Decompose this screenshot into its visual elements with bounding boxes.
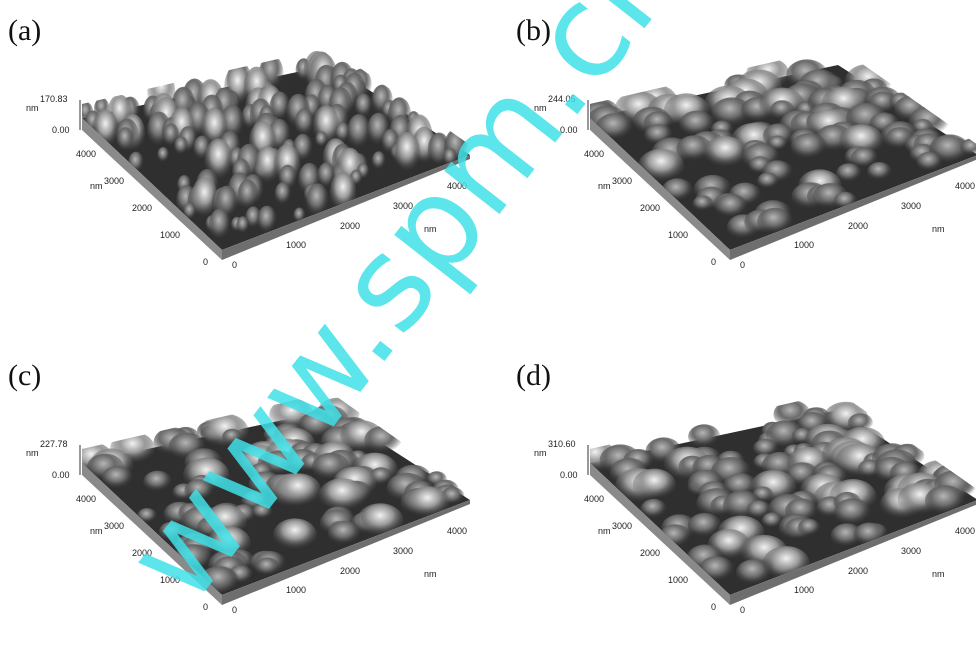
y-tick-label: 3000 bbox=[104, 176, 124, 186]
surface-bump bbox=[236, 216, 249, 234]
y-unit: nm bbox=[598, 181, 611, 191]
x-tick-label: 3000 bbox=[901, 201, 921, 211]
x-tick-label: 4000 bbox=[955, 181, 975, 191]
y-tick-label: 2000 bbox=[132, 203, 152, 213]
surface-bump bbox=[757, 172, 779, 189]
panel-label: (c) bbox=[8, 359, 41, 392]
y-tick-label: 3000 bbox=[612, 521, 632, 531]
x-tick-label: 1000 bbox=[286, 585, 306, 595]
surface-bump bbox=[633, 469, 676, 501]
surface-bump bbox=[834, 498, 872, 527]
z-unit: nm bbox=[26, 103, 39, 113]
surface-bump bbox=[693, 195, 714, 212]
surface-bump bbox=[791, 133, 828, 161]
surface-bump bbox=[174, 136, 188, 156]
surface-bump bbox=[117, 127, 134, 152]
y-tick-label: 0 bbox=[711, 602, 716, 612]
y-tick-label: 4000 bbox=[76, 149, 96, 159]
x-tick-label: 1000 bbox=[286, 240, 306, 250]
surface bbox=[573, 400, 976, 595]
y-tick-label: 1000 bbox=[668, 575, 688, 585]
x-tick-label: 2000 bbox=[340, 566, 360, 576]
x-tick-label: 0 bbox=[740, 605, 745, 615]
surface-bump bbox=[275, 182, 292, 206]
x-tick-label: 0 bbox=[232, 260, 237, 270]
x-tick-label: 0 bbox=[740, 260, 745, 270]
x-tick-label: 3000 bbox=[901, 546, 921, 556]
x-tick-label: 2000 bbox=[848, 566, 868, 576]
surface bbox=[580, 58, 976, 250]
x-tick-label: 0 bbox=[232, 605, 237, 615]
surface-bump bbox=[704, 136, 747, 169]
y-tick-label: 2000 bbox=[640, 203, 660, 213]
x-tick-label: 4000 bbox=[955, 526, 975, 536]
x-tick-label: 3000 bbox=[393, 546, 413, 556]
y-tick-label: 0 bbox=[711, 257, 716, 267]
z-max: 170.83 bbox=[40, 94, 68, 104]
x-tick-label: 1000 bbox=[794, 240, 814, 250]
x-unit: nm bbox=[932, 224, 945, 234]
z-unit: nm bbox=[534, 448, 547, 458]
z-min: 0.00 bbox=[560, 470, 578, 480]
z-min: 0.00 bbox=[52, 125, 70, 135]
x-unit: nm bbox=[424, 569, 437, 579]
surface-bump bbox=[798, 519, 821, 537]
panel-label: (d) bbox=[516, 359, 551, 392]
y-tick-label: 3000 bbox=[612, 176, 632, 186]
surface-bump bbox=[157, 147, 169, 163]
surface-bump bbox=[372, 151, 386, 171]
x-tick-label: 4000 bbox=[447, 526, 467, 536]
surface-bump bbox=[328, 521, 361, 547]
x-unit: nm bbox=[932, 569, 945, 579]
surface-bump bbox=[916, 152, 942, 173]
z-unit: nm bbox=[26, 448, 39, 458]
z-min: 0.00 bbox=[52, 470, 70, 480]
figure: (a)170.83nm0.0040003000200010000nm010002… bbox=[0, 0, 976, 662]
y-tick-label: 0 bbox=[203, 257, 208, 267]
y-unit: nm bbox=[598, 526, 611, 536]
surface-bump bbox=[209, 208, 231, 242]
surface-bump bbox=[364, 426, 402, 455]
surface-bump bbox=[295, 108, 315, 137]
surface-bump bbox=[238, 179, 259, 211]
y-tick-label: 1000 bbox=[160, 230, 180, 240]
surface-bump bbox=[925, 485, 966, 516]
z-max: 227.78 bbox=[40, 439, 68, 449]
y-tick-label: 4000 bbox=[584, 494, 604, 504]
surface-bump bbox=[867, 162, 892, 181]
x-tick-label: 1000 bbox=[794, 585, 814, 595]
y-tick-label: 2000 bbox=[640, 548, 660, 558]
z-max: 310.60 bbox=[548, 439, 576, 449]
y-tick-label: 1000 bbox=[668, 230, 688, 240]
y-unit: nm bbox=[90, 181, 103, 191]
y-tick-label: 4000 bbox=[76, 494, 96, 504]
surface-bump bbox=[688, 424, 720, 449]
panel-label: (a) bbox=[8, 14, 41, 47]
x-tick-label: 2000 bbox=[848, 221, 868, 231]
afm-panel: (d)310.60nm0.0040003000200010000nm010002… bbox=[516, 359, 976, 615]
